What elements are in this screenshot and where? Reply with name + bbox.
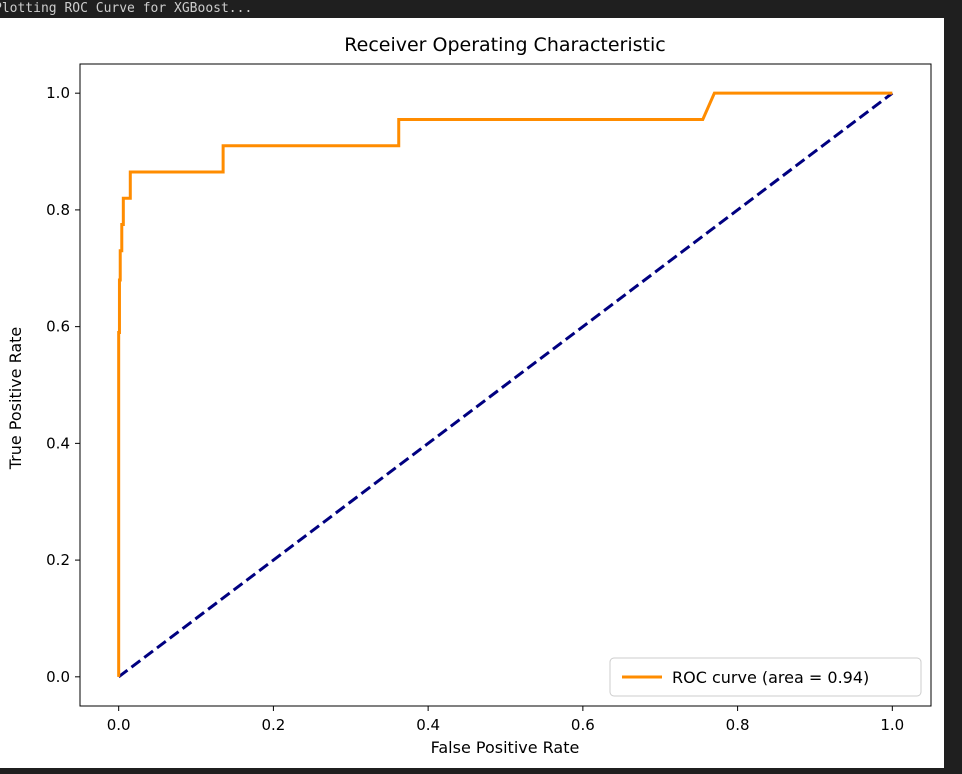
x-tick-label: 0.4 — [416, 716, 440, 734]
x-axis: 0.0 0.2 0.4 0.6 0.8 1.0 — [107, 706, 904, 734]
console-output-line: Plotting ROC Curve for XGBoost... — [0, 1, 253, 16]
y-tick-label: 0.2 — [46, 551, 70, 569]
x-tick-label: 0.2 — [261, 716, 285, 734]
y-tick-label: 0.6 — [46, 318, 70, 336]
roc-curve-line — [117, 91, 893, 677]
y-tick-label: 1.0 — [46, 84, 70, 102]
legend-box — [609, 657, 922, 697]
bottom-gutter — [0, 768, 962, 774]
y-axis: 0.0 0.2 0.4 0.6 0.8 1.0 — [46, 84, 80, 686]
right-gutter — [944, 18, 962, 774]
plot-frame — [79, 63, 932, 707]
plot-lines — [117, 91, 894, 679]
x-tick-label: 1.0 — [880, 716, 904, 734]
x-axis-label: False Positive Rate — [431, 738, 580, 757]
y-tick-label: 0.4 — [46, 434, 70, 452]
x-tick-label: 0.6 — [571, 716, 595, 734]
y-tick-label: 0.8 — [46, 201, 70, 219]
x-tick-label: 0.0 — [107, 716, 131, 734]
y-axis-label: True Positive Rate — [6, 327, 25, 471]
chance-diagonal-line — [117, 91, 894, 679]
y-tick-label: 0.0 — [46, 668, 70, 686]
roc-chart: Receiver Operating Characteristic 0.0 0.2… — [6, 34, 932, 757]
roc-figure: Receiver Operating Characteristic 0.0 0.2… — [0, 18, 944, 768]
chart-title: Receiver Operating Characteristic — [344, 34, 665, 56]
legend-label: ROC curve (area = 0.94) — [672, 668, 869, 687]
x-tick-label: 0.8 — [726, 716, 750, 734]
legend: ROC curve (area = 0.94) — [609, 657, 922, 697]
